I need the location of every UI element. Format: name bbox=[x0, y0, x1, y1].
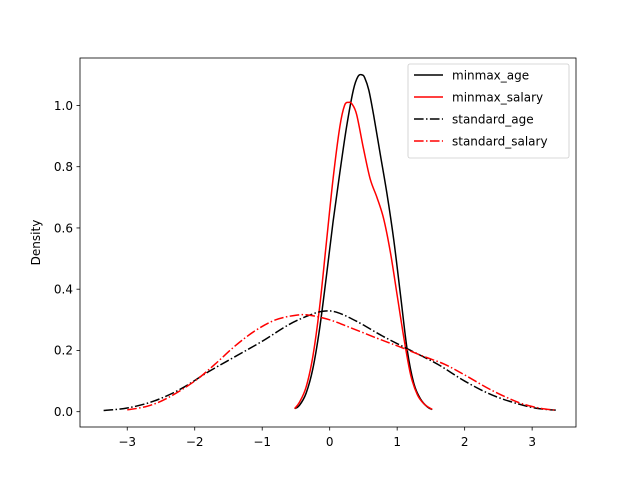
y-tick-label: 0.2 bbox=[54, 344, 73, 358]
legend: minmax_age minmax_salary standard_agestand… bbox=[407, 63, 570, 159]
x-tick-label: 0 bbox=[326, 435, 334, 449]
y-tick-label: 1.0 bbox=[54, 99, 73, 113]
x-tick-label: −1 bbox=[253, 435, 271, 449]
series-line-minmax-salary bbox=[294, 101, 433, 410]
legend-label: minmax_age bbox=[452, 68, 529, 82]
legend-label: standard_salary bbox=[452, 134, 548, 148]
x-tick-label: 2 bbox=[461, 435, 469, 449]
y-axis-label: Density bbox=[29, 220, 43, 266]
legend-label: minmax_salary bbox=[452, 90, 543, 104]
legend-box bbox=[407, 63, 570, 159]
y-tick-label: 0.6 bbox=[54, 221, 73, 235]
x-tick-label: −2 bbox=[186, 435, 204, 449]
series-layer bbox=[103, 73, 556, 412]
x-axis: −3 −2 −1 0 1 2 3 bbox=[118, 427, 536, 449]
series-line-minmax-age bbox=[294, 73, 433, 411]
y-tick-label: 0.0 bbox=[54, 405, 73, 419]
x-tick-label: −3 bbox=[118, 435, 136, 449]
y-tick-label: 0.4 bbox=[54, 282, 73, 296]
series-line-standard-age bbox=[103, 310, 556, 412]
y-tick-label: 0.8 bbox=[54, 160, 73, 174]
y-axis: 0.0 0.2 0.4 0.6 0.8 1.0 bbox=[54, 99, 80, 419]
series-line-standard-salary bbox=[127, 313, 556, 411]
legend-label: standard_age bbox=[452, 112, 534, 126]
x-tick-label: 3 bbox=[528, 435, 536, 449]
x-tick-label: 1 bbox=[393, 435, 401, 449]
plot-frame bbox=[79, 57, 577, 428]
